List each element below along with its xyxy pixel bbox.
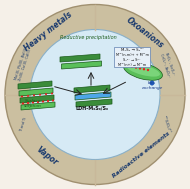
Circle shape <box>139 67 141 70</box>
Circle shape <box>131 66 133 68</box>
Text: Mn(II), Pb(II), Ba(II),
Zn(II), Cu(II), Cd(II): Mn(II), Pb(II), Ba(II), Zn(II), Cu(II), … <box>14 47 32 82</box>
Circle shape <box>5 5 185 184</box>
Circle shape <box>27 95 29 97</box>
Circle shape <box>51 92 53 94</box>
Polygon shape <box>75 92 111 100</box>
Circle shape <box>37 101 39 103</box>
Circle shape <box>33 94 35 96</box>
Circle shape <box>147 69 149 71</box>
Polygon shape <box>21 102 55 110</box>
Circle shape <box>150 81 154 85</box>
Circle shape <box>42 100 44 103</box>
Text: Vapor: Vapor <box>34 145 60 168</box>
Circle shape <box>52 99 54 102</box>
Text: Oxoanions: Oxoanions <box>125 15 165 50</box>
Text: Tl and Ti: Tl and Ti <box>19 117 27 132</box>
Polygon shape <box>60 54 100 62</box>
Polygon shape <box>18 81 52 89</box>
Text: Reductive precipitation: Reductive precipitation <box>60 35 116 40</box>
Polygon shape <box>20 95 54 103</box>
Polygon shape <box>19 88 53 96</box>
Text: MₓSₓ → Sₓ²⁻: MₓSₓ → Sₓ²⁻ <box>121 48 143 52</box>
Polygon shape <box>114 47 150 67</box>
Text: M^(n-m)+ + M^m: M^(n-m)+ + M^m <box>116 53 149 57</box>
Text: LDH-MₓSₓ/Sₓ: LDH-MₓSₓ/Sₓ <box>75 106 108 111</box>
Text: Ion-
exchange: Ion- exchange <box>141 81 163 90</box>
Circle shape <box>135 66 137 69</box>
Circle shape <box>45 93 47 95</box>
Circle shape <box>27 102 29 104</box>
Text: Radioactive elements: Radioactive elements <box>111 131 171 178</box>
Ellipse shape <box>126 63 160 77</box>
Polygon shape <box>62 61 101 69</box>
Polygon shape <box>76 99 112 107</box>
Circle shape <box>32 101 34 104</box>
Circle shape <box>30 29 160 160</box>
Circle shape <box>21 95 23 98</box>
Circle shape <box>22 102 24 105</box>
Polygon shape <box>74 85 110 93</box>
Text: BrO₃⁻, SeO₄²⁻
CrO₄²⁻, AsO₃³⁻: BrO₃⁻, SeO₄²⁻ CrO₄²⁻, AsO₃³⁻ <box>159 51 175 78</box>
Circle shape <box>39 94 41 96</box>
Text: ²³⁰(UO₂)²⁺: ²³⁰(UO₂)²⁺ <box>162 115 172 134</box>
Circle shape <box>127 65 129 67</box>
Circle shape <box>47 100 49 102</box>
Ellipse shape <box>124 62 162 80</box>
Text: M^(n+) → M^m: M^(n+) → M^m <box>118 63 146 67</box>
Text: Surface
sorption: Surface sorption <box>24 99 42 108</box>
Text: Heavy metals: Heavy metals <box>22 10 74 53</box>
Circle shape <box>143 68 145 70</box>
Text: Sₓ²⁻ → S²⁻: Sₓ²⁻ → S²⁻ <box>123 58 141 62</box>
